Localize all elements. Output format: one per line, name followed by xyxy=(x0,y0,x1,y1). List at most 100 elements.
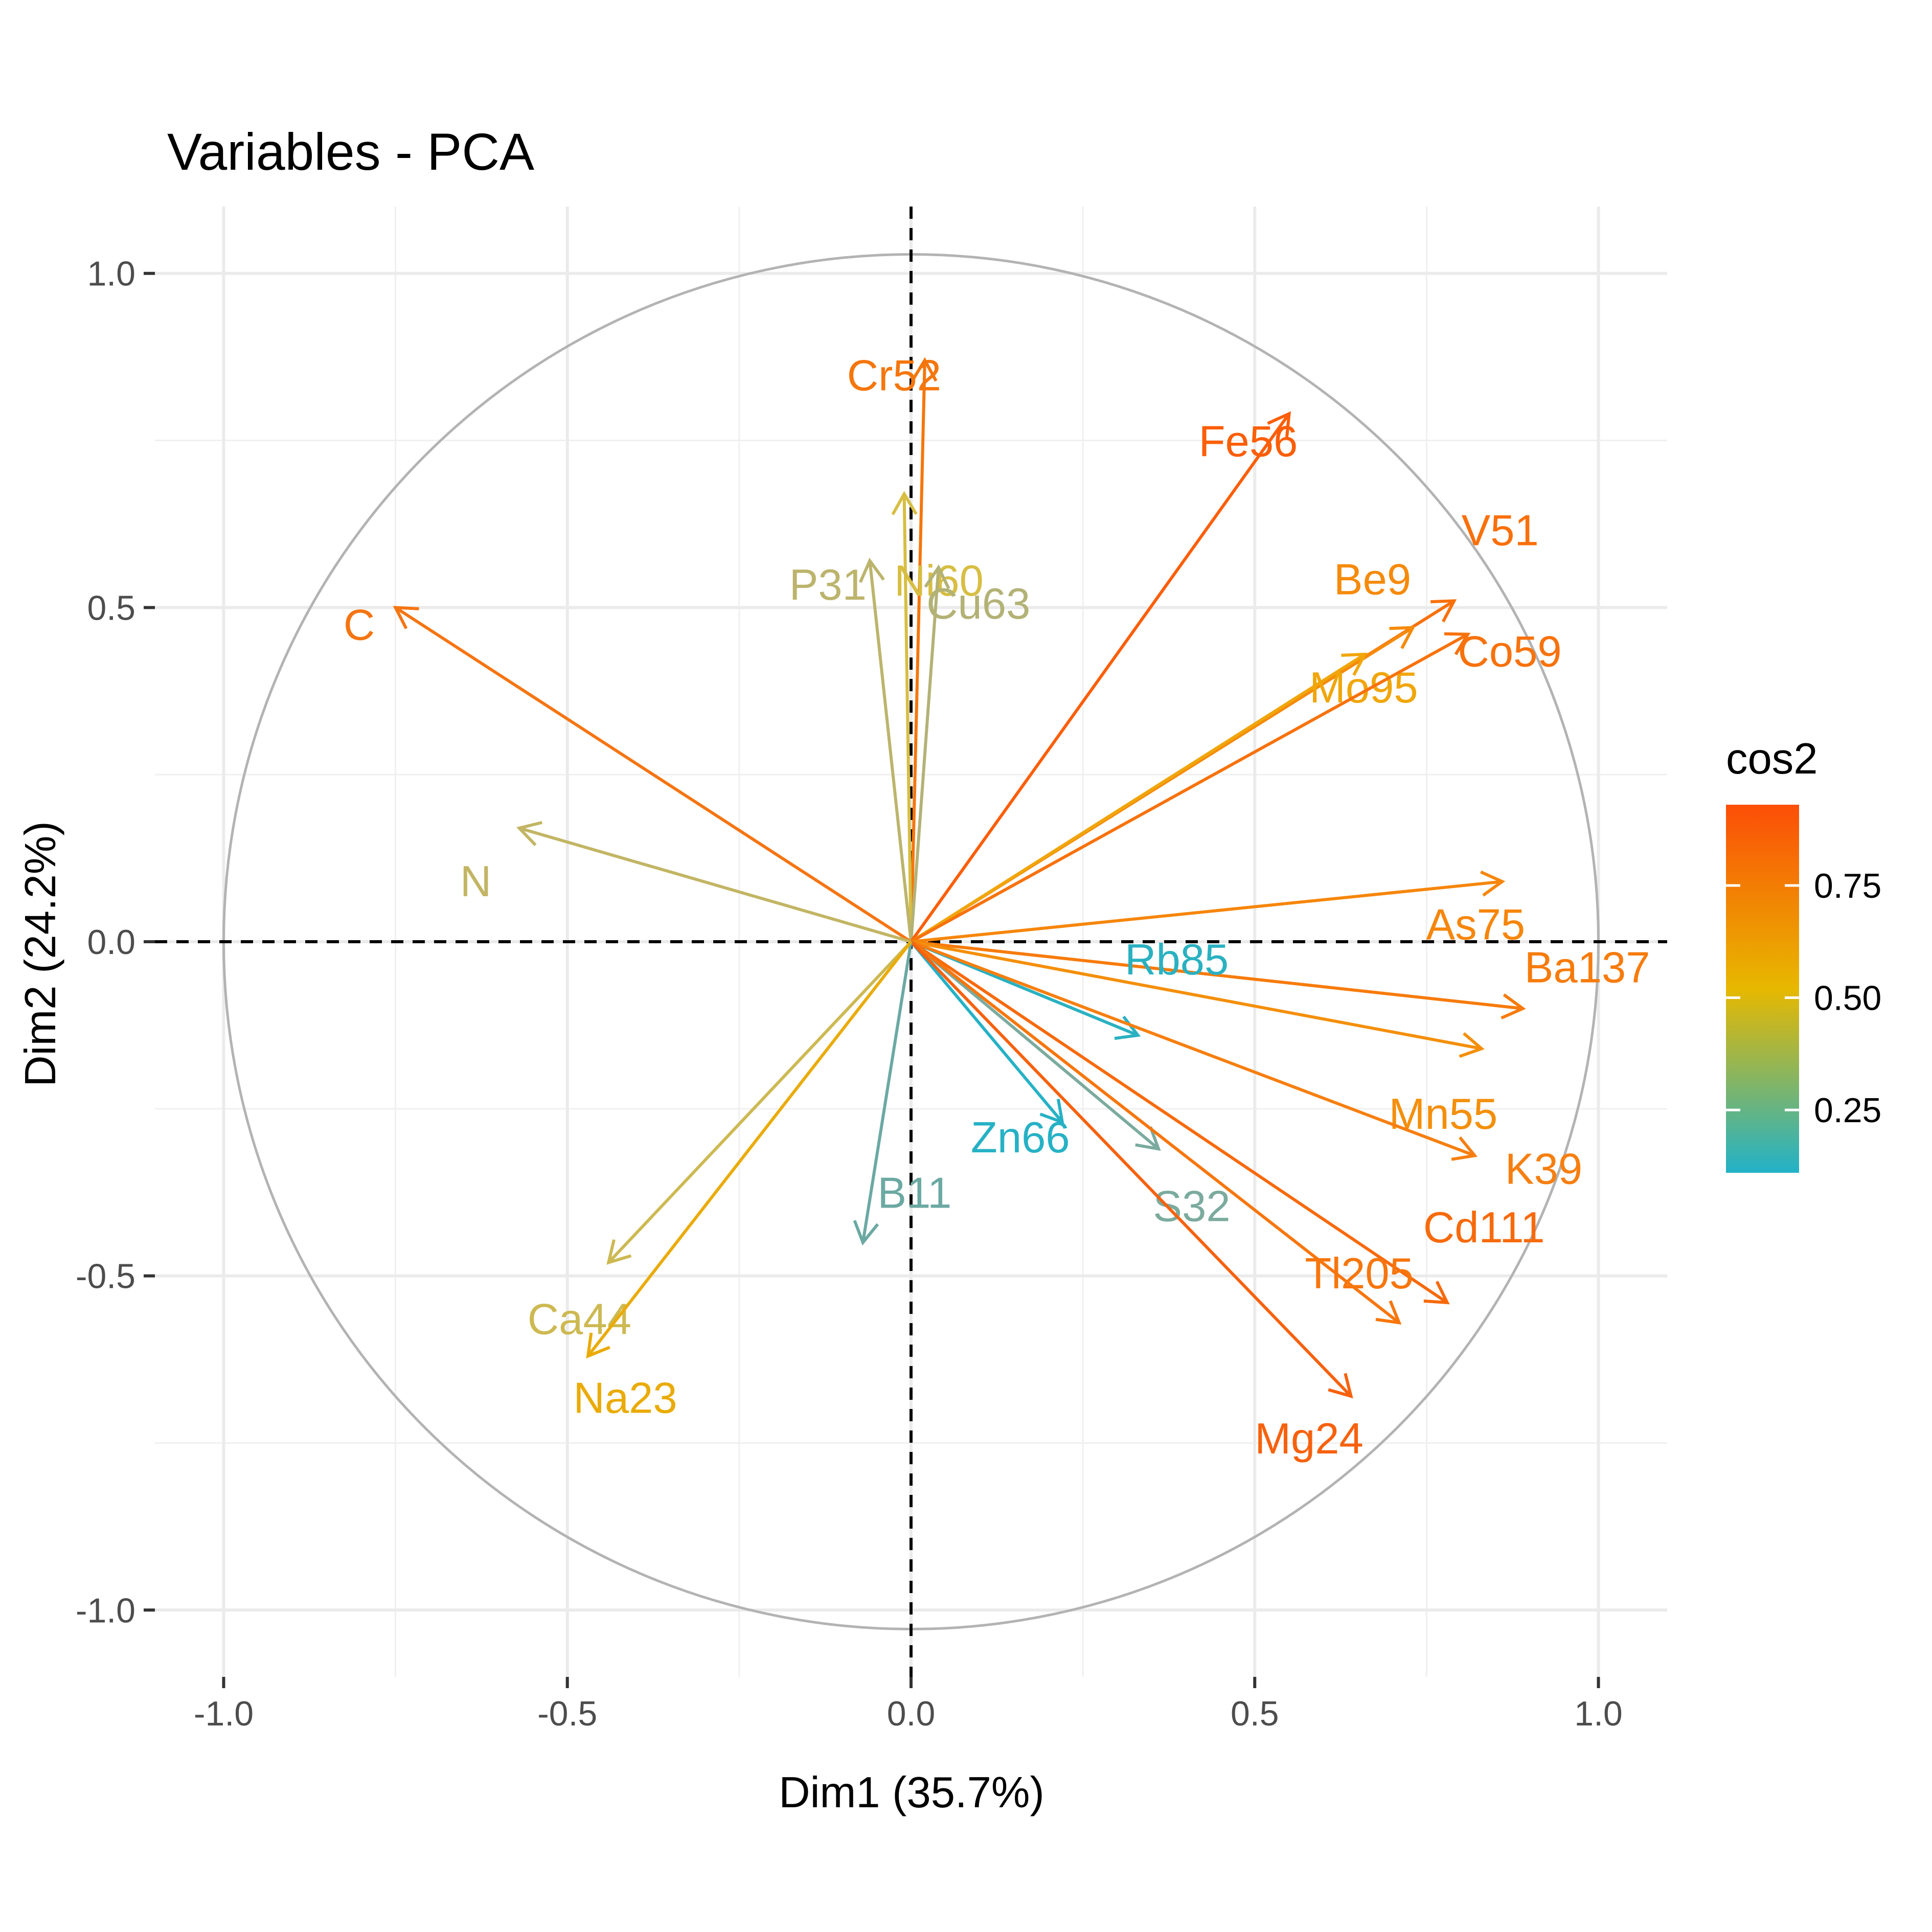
vector-cu63: Cu63 xyxy=(910,564,1030,942)
vector-label: Mn55 xyxy=(1389,1090,1498,1139)
legend: cos2 0.25 0.50 0.75 xyxy=(1726,735,1881,1173)
arrowhead-icon xyxy=(859,557,885,583)
vector-line xyxy=(911,880,1503,943)
vector-label: Cr52 xyxy=(847,352,941,400)
vector-na23: Na23 xyxy=(573,941,913,1423)
arrowhead-icon xyxy=(1480,870,1506,897)
vector-label: Be9 xyxy=(1334,556,1411,604)
vector-label: Cd111 xyxy=(1423,1203,1545,1252)
vector-label: Ba137 xyxy=(1525,944,1650,992)
y-axis-label: Dim2 (24.2%) xyxy=(16,821,65,1087)
vector-fe56: Fe56 xyxy=(910,411,1298,943)
vector-mg24: Mg24 xyxy=(910,940,1363,1463)
vector-label: Zn66 xyxy=(971,1113,1070,1162)
vector-label: N xyxy=(460,857,491,906)
vector-label: B11 xyxy=(877,1169,951,1217)
arrowhead-icon xyxy=(516,821,542,847)
vector-label: V51 xyxy=(1462,506,1539,555)
legend-ticks: 0.25 0.50 0.75 xyxy=(1726,867,1881,1130)
vector-line xyxy=(607,940,913,1264)
y-tick-label: -1.0 xyxy=(76,1591,135,1630)
vector-b11: B11 xyxy=(853,941,951,1246)
vector-line xyxy=(910,567,940,942)
vector-label: Rb85 xyxy=(1125,936,1229,984)
arrowhead-icon xyxy=(1423,1281,1450,1305)
x-tick-label: 0.0 xyxy=(887,1694,936,1733)
arrowhead-icon xyxy=(606,1239,632,1265)
vector-p31: P31 xyxy=(789,557,913,942)
axes: -1.0 -0.5 0.0 0.5 1.0 -1.0 -0.5 0.0 0.5 1.0 xyxy=(76,255,1623,1733)
vector-label: Tl205 xyxy=(1305,1249,1414,1298)
arrowhead-icon xyxy=(853,1220,879,1246)
x-tick-label: -1.0 xyxy=(194,1694,254,1733)
arrowhead-icon xyxy=(911,357,938,382)
arrowhead-icon xyxy=(891,491,918,515)
vector-zn66: Zn66 xyxy=(910,941,1070,1162)
vector-line xyxy=(910,633,1469,943)
vector-line xyxy=(910,940,1352,1398)
arrowhead-icon xyxy=(1328,1373,1353,1399)
arrowhead-icon xyxy=(1267,411,1291,438)
vector-label: Mg24 xyxy=(1255,1415,1363,1463)
vector-line xyxy=(902,494,913,942)
vector-line xyxy=(910,940,1475,1157)
arrowhead-icon xyxy=(1389,626,1416,649)
vector-mn55: Mn55 xyxy=(911,940,1498,1139)
vector-ca44: Ca44 xyxy=(528,940,913,1344)
vector-line xyxy=(518,826,912,943)
x-tick-label: 0.5 xyxy=(1231,1694,1279,1733)
y-tick-label: 0.5 xyxy=(87,588,135,627)
vector-line xyxy=(910,940,1400,1324)
vector-line xyxy=(861,941,913,1243)
vector-line xyxy=(394,606,912,943)
vector-as75: As75 xyxy=(911,870,1525,949)
vector-line xyxy=(910,940,1448,1304)
vector-line xyxy=(910,653,1366,943)
vector-label: Cu63 xyxy=(926,580,1030,628)
vector-line xyxy=(586,941,913,1357)
vector-s32: S32 xyxy=(910,940,1231,1231)
arrowhead-icon xyxy=(924,564,950,589)
x-tick-label: 1.0 xyxy=(1574,1694,1623,1733)
vector-label: C xyxy=(344,601,375,649)
vector-label: S32 xyxy=(1153,1182,1230,1231)
chart-title: Variables - PCA xyxy=(167,123,534,181)
vector-n: N xyxy=(460,821,912,943)
arrowhead-icon xyxy=(586,1332,610,1359)
vector-cr52: Cr52 xyxy=(847,352,941,942)
vector-c: C xyxy=(344,601,912,943)
arrowhead-icon xyxy=(1039,1099,1064,1125)
y-tick-label: 0.0 xyxy=(87,923,135,962)
vector-line xyxy=(910,941,1064,1123)
vector-line xyxy=(911,940,1482,1051)
vector-label: P31 xyxy=(789,561,867,609)
vector-line xyxy=(910,940,1160,1150)
vector-mo95: Mo95 xyxy=(910,652,1418,943)
vector-ba137: Ba137 xyxy=(911,940,1650,1020)
vector-label: Ca44 xyxy=(528,1295,631,1344)
vector-line xyxy=(911,940,1523,1010)
legend-tick-label: 0.50 xyxy=(1814,979,1881,1018)
vector-label: Co59 xyxy=(1458,628,1561,676)
legend-tick-label: 0.75 xyxy=(1814,867,1881,905)
vector-rb85: Rb85 xyxy=(910,936,1229,1040)
vector-label: As75 xyxy=(1426,900,1525,949)
vector-label: Na23 xyxy=(573,1374,677,1423)
arrowhead-icon xyxy=(1135,1126,1161,1151)
vector-line xyxy=(868,560,913,942)
arrowhead-icon xyxy=(393,606,419,629)
arrowhead-icon xyxy=(1341,652,1368,676)
y-tick-label: 1.0 xyxy=(87,255,135,293)
arrowhead-icon xyxy=(1375,1300,1402,1325)
vector-tl205: Tl205 xyxy=(910,940,1414,1325)
vector-k39: K39 xyxy=(910,940,1582,1193)
vector-cd111: Cd111 xyxy=(910,940,1545,1305)
x-tick-label: -0.5 xyxy=(537,1694,597,1733)
vector-line xyxy=(910,413,1290,943)
arrowhead-icon xyxy=(1444,632,1471,655)
vector-co59: Co59 xyxy=(910,628,1562,943)
legend-tick-label: 0.25 xyxy=(1814,1091,1881,1130)
